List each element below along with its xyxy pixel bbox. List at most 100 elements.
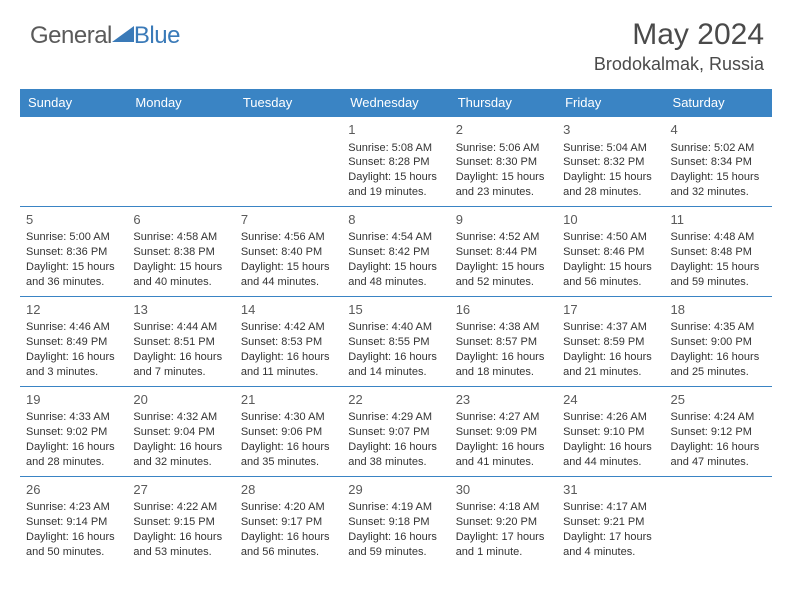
- daylight-line-1: Daylight: 16 hours: [241, 350, 336, 365]
- sunset-line: Sunset: 8:42 PM: [348, 245, 443, 260]
- daylight-line-2: and 7 minutes.: [133, 365, 228, 380]
- sunset-line: Sunset: 8:40 PM: [241, 245, 336, 260]
- sunset-line: Sunset: 8:49 PM: [26, 335, 121, 350]
- sunset-line: Sunset: 8:34 PM: [671, 155, 766, 170]
- calendar-cell: 21Sunrise: 4:30 AMSunset: 9:06 PMDayligh…: [235, 386, 342, 476]
- sunset-line: Sunset: 9:12 PM: [671, 425, 766, 440]
- daylight-line-2: and 35 minutes.: [241, 455, 336, 470]
- sunset-line: Sunset: 9:07 PM: [348, 425, 443, 440]
- daylight-line-1: Daylight: 15 hours: [456, 170, 551, 185]
- logo-blue: Blue: [134, 22, 180, 50]
- sunset-line: Sunset: 9:04 PM: [133, 425, 228, 440]
- sunrise-line: Sunrise: 4:24 AM: [671, 410, 766, 425]
- calendar-cell: 31Sunrise: 4:17 AMSunset: 9:21 PMDayligh…: [557, 476, 664, 565]
- daylight-line-1: Daylight: 16 hours: [563, 350, 658, 365]
- calendar-table: SundayMondayTuesdayWednesdayThursdayFrid…: [20, 89, 772, 566]
- calendar-cell: 19Sunrise: 4:33 AMSunset: 9:02 PMDayligh…: [20, 386, 127, 476]
- daylight-line-2: and 23 minutes.: [456, 185, 551, 200]
- daylight-line-2: and 19 minutes.: [348, 185, 443, 200]
- daylight-line-2: and 47 minutes.: [671, 455, 766, 470]
- daylight-line-1: Daylight: 15 hours: [671, 260, 766, 275]
- calendar-cell: 10Sunrise: 4:50 AMSunset: 8:46 PMDayligh…: [557, 206, 664, 296]
- weekday-header: Saturday: [665, 89, 772, 117]
- daylight-line-1: Daylight: 16 hours: [241, 530, 336, 545]
- sunrise-line: Sunrise: 4:38 AM: [456, 320, 551, 335]
- daylight-line-1: Daylight: 17 hours: [456, 530, 551, 545]
- sunset-line: Sunset: 9:21 PM: [563, 515, 658, 530]
- daylight-line-1: Daylight: 16 hours: [348, 350, 443, 365]
- calendar-cell: 23Sunrise: 4:27 AMSunset: 9:09 PMDayligh…: [450, 386, 557, 476]
- calendar-week-row: 19Sunrise: 4:33 AMSunset: 9:02 PMDayligh…: [20, 386, 772, 476]
- calendar-cell: [665, 476, 772, 565]
- daylight-line-2: and 53 minutes.: [133, 545, 228, 560]
- day-number: 3: [563, 121, 658, 139]
- daylight-line-1: Daylight: 16 hours: [563, 440, 658, 455]
- sunrise-line: Sunrise: 4:44 AM: [133, 320, 228, 335]
- sunset-line: Sunset: 8:53 PM: [241, 335, 336, 350]
- day-number: 10: [563, 211, 658, 229]
- daylight-line-2: and 50 minutes.: [26, 545, 121, 560]
- calendar-cell: [235, 117, 342, 207]
- day-number: 20: [133, 391, 228, 409]
- sunset-line: Sunset: 8:36 PM: [26, 245, 121, 260]
- day-number: 13: [133, 301, 228, 319]
- daylight-line-2: and 41 minutes.: [456, 455, 551, 470]
- daylight-line-2: and 32 minutes.: [133, 455, 228, 470]
- day-number: 5: [26, 211, 121, 229]
- weekday-header: Friday: [557, 89, 664, 117]
- calendar-cell: 18Sunrise: 4:35 AMSunset: 9:00 PMDayligh…: [665, 296, 772, 386]
- calendar-cell: 28Sunrise: 4:20 AMSunset: 9:17 PMDayligh…: [235, 476, 342, 565]
- sunrise-line: Sunrise: 4:23 AM: [26, 500, 121, 515]
- day-number: 2: [456, 121, 551, 139]
- sunset-line: Sunset: 9:15 PM: [133, 515, 228, 530]
- logo-triangle-icon: [112, 24, 134, 44]
- calendar-cell: [20, 117, 127, 207]
- sunset-line: Sunset: 8:59 PM: [563, 335, 658, 350]
- daylight-line-1: Daylight: 15 hours: [671, 170, 766, 185]
- day-number: 22: [348, 391, 443, 409]
- calendar-cell: 8Sunrise: 4:54 AMSunset: 8:42 PMDaylight…: [342, 206, 449, 296]
- day-number: 26: [26, 481, 121, 499]
- sunset-line: Sunset: 8:55 PM: [348, 335, 443, 350]
- sunset-line: Sunset: 8:30 PM: [456, 155, 551, 170]
- daylight-line-2: and 25 minutes.: [671, 365, 766, 380]
- daylight-line-2: and 3 minutes.: [26, 365, 121, 380]
- day-number: 21: [241, 391, 336, 409]
- weekday-header: Thursday: [450, 89, 557, 117]
- sunset-line: Sunset: 8:57 PM: [456, 335, 551, 350]
- sunset-line: Sunset: 8:46 PM: [563, 245, 658, 260]
- daylight-line-2: and 18 minutes.: [456, 365, 551, 380]
- sunset-line: Sunset: 9:00 PM: [671, 335, 766, 350]
- sunrise-line: Sunrise: 4:18 AM: [456, 500, 551, 515]
- calendar-cell: 12Sunrise: 4:46 AMSunset: 8:49 PMDayligh…: [20, 296, 127, 386]
- sunrise-line: Sunrise: 5:02 AM: [671, 141, 766, 156]
- daylight-line-1: Daylight: 15 hours: [241, 260, 336, 275]
- calendar-cell: 17Sunrise: 4:37 AMSunset: 8:59 PMDayligh…: [557, 296, 664, 386]
- calendar-cell: 6Sunrise: 4:58 AMSunset: 8:38 PMDaylight…: [127, 206, 234, 296]
- daylight-line-1: Daylight: 15 hours: [563, 260, 658, 275]
- sunrise-line: Sunrise: 4:29 AM: [348, 410, 443, 425]
- calendar-cell: 4 Sunrise: 5:02 AMSunset: 8:34 PMDaylight…: [665, 117, 772, 207]
- day-number: 15: [348, 301, 443, 319]
- sunrise-line: Sunrise: 4:32 AM: [133, 410, 228, 425]
- day-number: 4: [671, 121, 766, 139]
- calendar-cell: 24Sunrise: 4:26 AMSunset: 9:10 PMDayligh…: [557, 386, 664, 476]
- day-number: 31: [563, 481, 658, 499]
- day-number: 6: [133, 211, 228, 229]
- daylight-line-1: Daylight: 16 hours: [26, 350, 121, 365]
- weekday-header: Sunday: [20, 89, 127, 117]
- sunrise-line: Sunrise: 4:56 AM: [241, 230, 336, 245]
- daylight-line-1: Daylight: 15 hours: [26, 260, 121, 275]
- sunset-line: Sunset: 8:44 PM: [456, 245, 551, 260]
- calendar-cell: 2 Sunrise: 5:06 AMSunset: 8:30 PMDaylight…: [450, 117, 557, 207]
- sunrise-line: Sunrise: 4:26 AM: [563, 410, 658, 425]
- daylight-line-1: Daylight: 16 hours: [133, 350, 228, 365]
- sunset-line: Sunset: 9:02 PM: [26, 425, 121, 440]
- daylight-line-2: and 38 minutes.: [348, 455, 443, 470]
- month-title: May 2024: [594, 18, 764, 52]
- sunrise-line: Sunrise: 5:06 AM: [456, 141, 551, 156]
- daylight-line-2: and 4 minutes.: [563, 545, 658, 560]
- sunrise-line: Sunrise: 4:22 AM: [133, 500, 228, 515]
- day-number: 11: [671, 211, 766, 229]
- weekday-row: SundayMondayTuesdayWednesdayThursdayFrid…: [20, 89, 772, 117]
